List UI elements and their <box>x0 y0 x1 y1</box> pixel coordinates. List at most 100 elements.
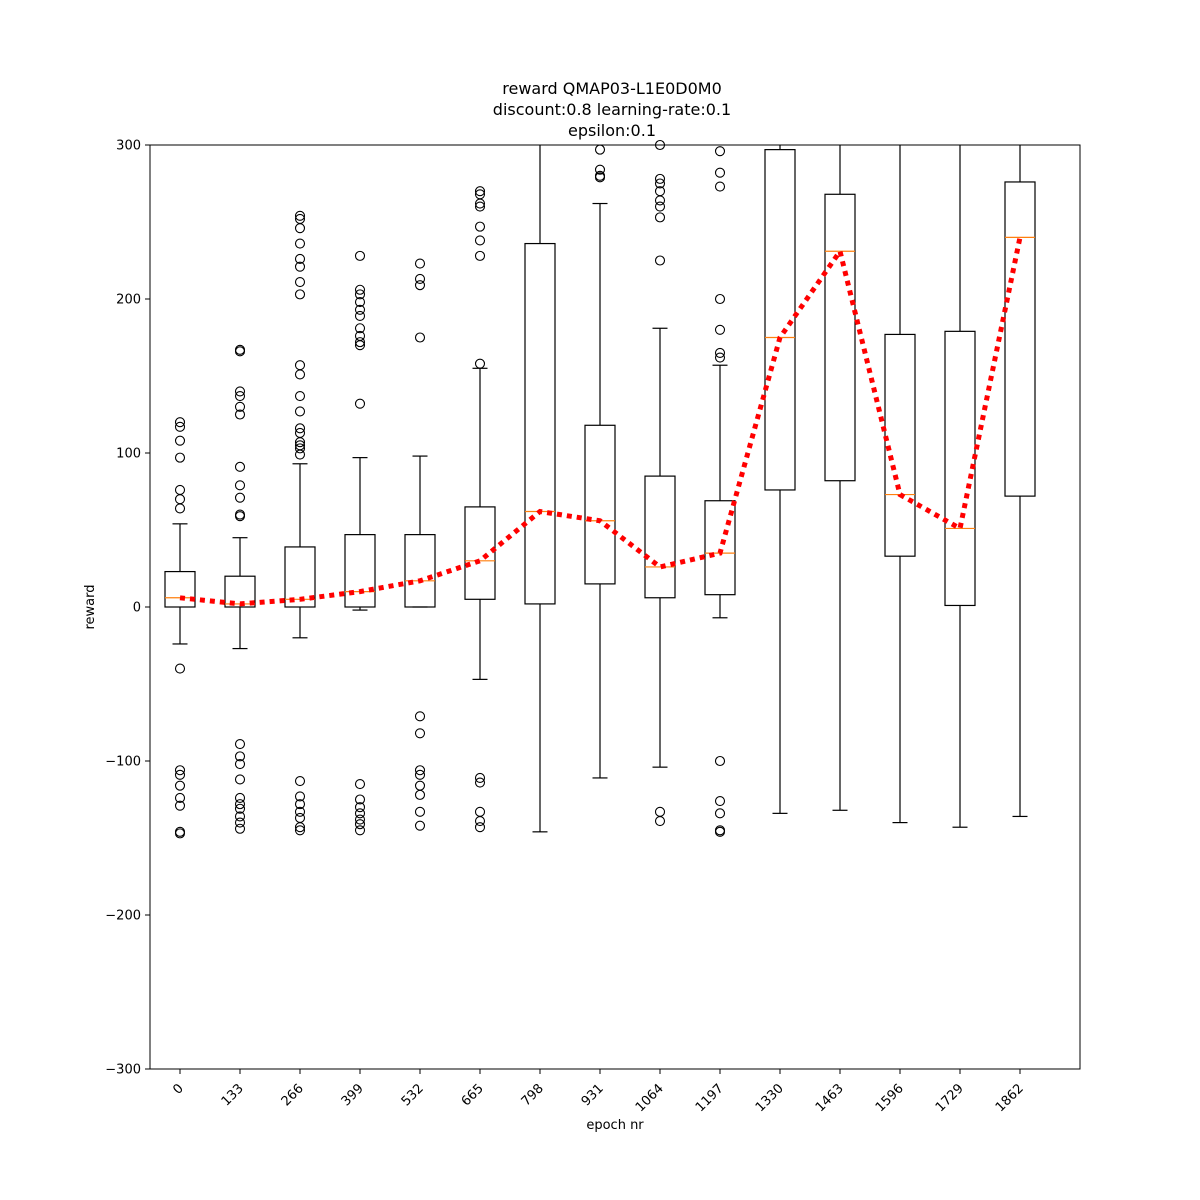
outlier-point <box>234 803 246 814</box>
outlier-point <box>294 390 306 402</box>
outlier-point <box>294 210 306 221</box>
box-iqr <box>884 333 916 557</box>
outlier-point <box>594 172 606 183</box>
box-group <box>224 344 256 834</box>
outlier-point <box>714 826 726 837</box>
outlier-point <box>414 711 426 722</box>
box-group <box>464 186 496 833</box>
x-axis-label: epoch nr <box>586 1118 644 1133</box>
outlier-point <box>294 775 306 787</box>
outlier-point <box>294 799 306 810</box>
outlier-point <box>234 401 246 412</box>
outlier-point <box>714 181 726 192</box>
outlier-point <box>234 409 246 420</box>
outlier-point <box>714 352 726 363</box>
outlier-point <box>354 289 366 300</box>
outlier-point <box>654 255 666 266</box>
outlier-point <box>354 340 366 351</box>
outlier-point <box>294 369 306 380</box>
outlier-point <box>294 289 306 300</box>
box-iqr <box>644 475 676 599</box>
outlier-point <box>654 816 666 827</box>
chart-title-line-1: reward QMAP03-L1E0D0M0 <box>502 79 722 98</box>
outlier-point <box>294 806 306 817</box>
outlier-point <box>354 323 366 334</box>
outlier-point <box>414 806 426 817</box>
y-tick-label: 300 <box>116 139 141 154</box>
outlier-point <box>174 417 186 428</box>
outlier-point <box>294 277 306 288</box>
box-group <box>524 145 556 833</box>
plot-area <box>164 139 1036 839</box>
y-tick-label: −100 <box>105 755 141 770</box>
outlier-point <box>474 235 486 246</box>
y-tick-label: 0 <box>133 601 141 616</box>
outlier-point <box>714 347 726 358</box>
box-iqr <box>404 534 436 608</box>
outlier-point <box>354 250 366 261</box>
outlier-point <box>354 297 366 308</box>
outlier-point <box>234 492 246 503</box>
outlier-point <box>714 808 726 819</box>
outlier-point <box>234 461 246 472</box>
outlier-point <box>474 250 486 261</box>
box-iqr <box>584 424 616 585</box>
outlier-point <box>654 201 666 212</box>
outlier-point <box>174 765 186 776</box>
outlier-point <box>174 828 186 839</box>
outlier-point <box>174 503 186 514</box>
outlier-point <box>714 795 726 807</box>
outlier-point <box>354 814 366 825</box>
outlier-point <box>654 212 666 223</box>
outlier-point <box>714 167 726 178</box>
outlier-point <box>294 223 306 234</box>
y-axis: −300 −200 −100 0 100 200 300 <box>105 139 150 1078</box>
outlier-point <box>474 772 486 783</box>
outlier-point <box>294 423 306 434</box>
outlier-point <box>354 819 366 830</box>
outlier-point <box>414 332 426 343</box>
outlier-point <box>474 186 486 197</box>
outlier-point <box>294 822 306 833</box>
outlier-point <box>414 280 426 291</box>
box-iqr <box>284 546 316 608</box>
outlier-point <box>294 443 306 454</box>
box-group <box>764 145 796 814</box>
box-iqr <box>944 330 976 607</box>
box-group <box>644 139 676 827</box>
outlier-point <box>234 817 246 828</box>
outlier-point <box>474 777 486 788</box>
box-iqr <box>344 534 376 608</box>
outlier-point <box>354 310 366 321</box>
outlier-point <box>354 398 366 409</box>
mean-trend-line <box>179 236 1023 607</box>
box-iqr <box>704 500 736 596</box>
outlier-point <box>294 406 306 417</box>
outlier-point <box>234 823 246 834</box>
outlier-point <box>474 221 486 232</box>
y-axis-label: reward <box>83 584 98 629</box>
outlier-point <box>294 437 306 448</box>
box-group <box>944 145 976 828</box>
box-iqr <box>824 193 856 482</box>
outlier-point <box>354 825 366 836</box>
outlier-point <box>354 808 366 819</box>
outlier-point <box>714 293 726 305</box>
y-tick-label: −200 <box>105 909 141 924</box>
box-iqr <box>224 575 256 608</box>
outlier-point <box>354 304 366 315</box>
outlier-point <box>414 258 426 269</box>
outlier-point <box>174 663 186 674</box>
outlier-point <box>354 794 366 805</box>
outlier-point <box>354 284 366 295</box>
outlier-point <box>294 825 306 836</box>
outlier-point <box>294 791 306 802</box>
outlier-point <box>474 198 486 209</box>
outlier-point <box>174 452 186 463</box>
outlier-point <box>354 802 366 813</box>
outlier-point <box>174 435 186 446</box>
chart-title-line-3: epsilon:0.1 <box>568 121 656 140</box>
outlier-point <box>474 816 486 827</box>
box-iqr <box>164 570 196 608</box>
outlier-point <box>654 195 666 206</box>
